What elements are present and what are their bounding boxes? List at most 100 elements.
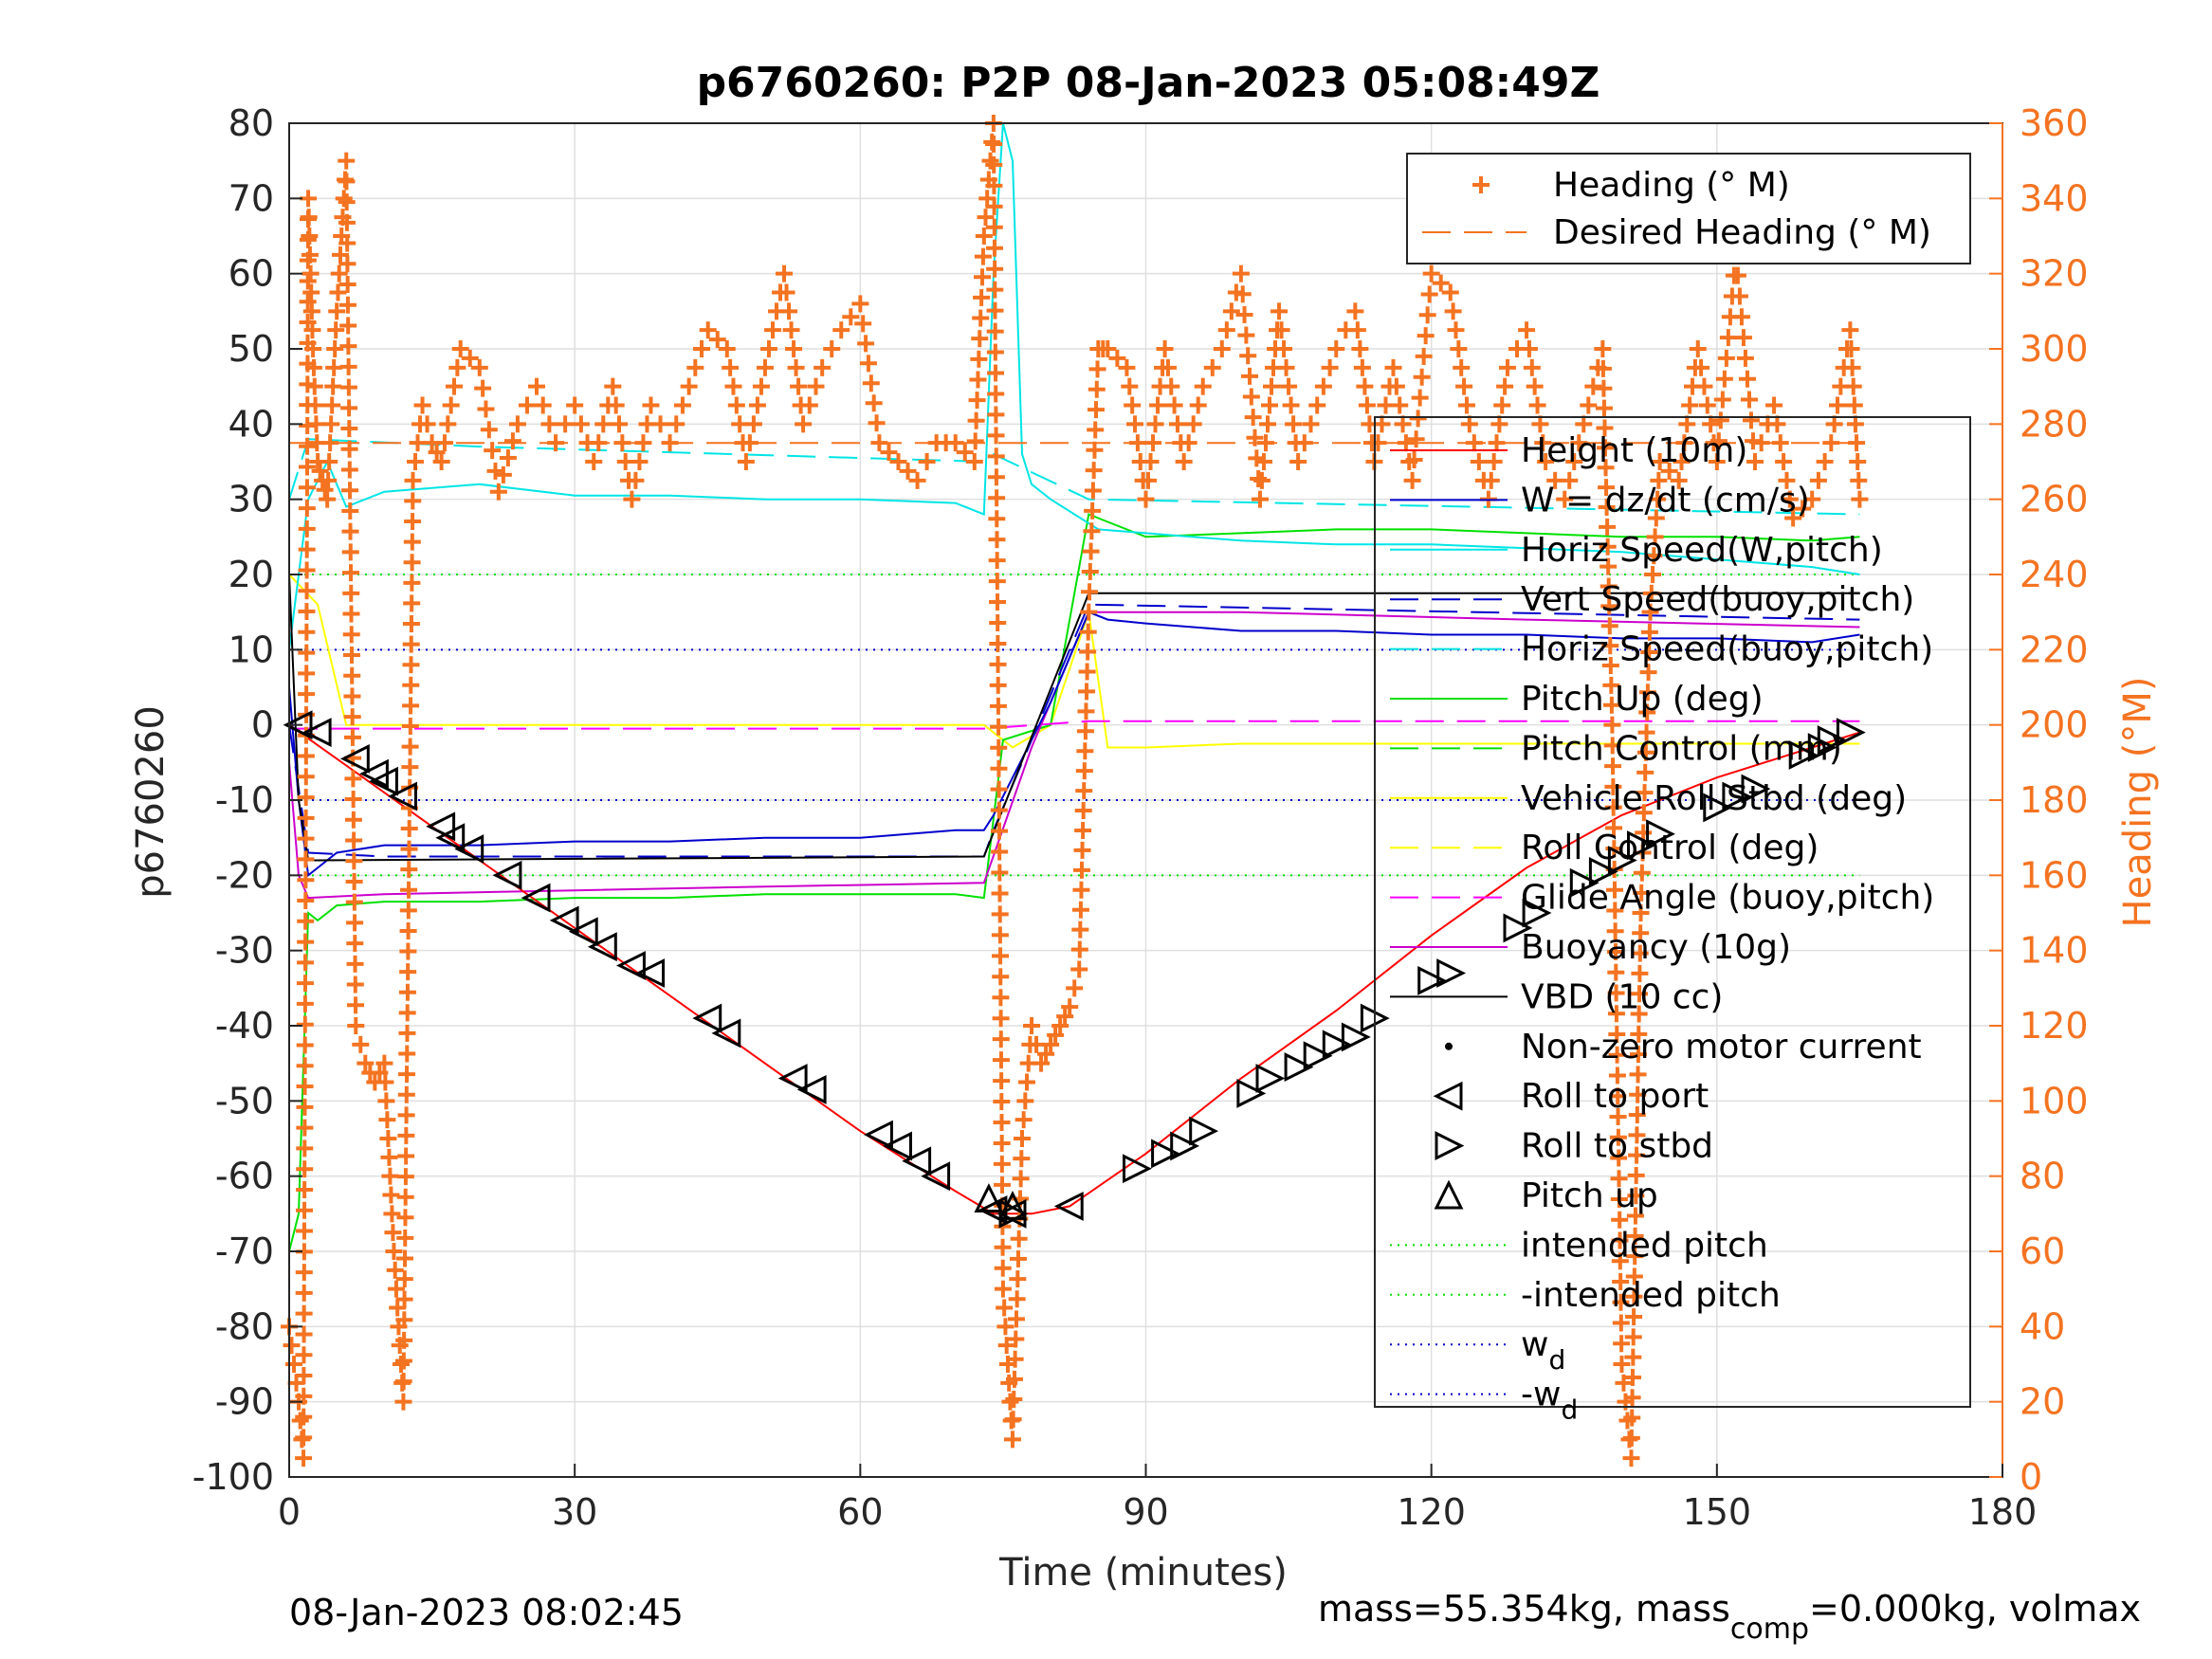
- heading-point: [1845, 396, 1863, 414]
- heading-point: [1768, 415, 1786, 433]
- heading-point: [1575, 415, 1593, 433]
- legend-label-2: Horiz Speed(W,pitch): [1521, 531, 1883, 570]
- y-tick-label: -60: [215, 1156, 274, 1197]
- heading-point: [1601, 657, 1619, 675]
- heading-point: [402, 615, 420, 633]
- heading-point: [295, 1304, 313, 1322]
- heading-point: [1610, 1149, 1628, 1167]
- x-tick-label: 150: [1683, 1491, 1752, 1533]
- heading-point: [990, 759, 1008, 777]
- heading-point: [994, 1238, 1012, 1256]
- x-tick-label: 90: [1123, 1491, 1168, 1533]
- heading-point: [1846, 415, 1864, 433]
- heading-point: [1635, 824, 1653, 842]
- heading-point: [1605, 819, 1623, 837]
- heading-point: [297, 871, 315, 889]
- heading-point: [298, 665, 316, 683]
- heading-point: [1611, 1231, 1629, 1249]
- heading-point: [1261, 396, 1279, 414]
- heading-point: [1734, 329, 1752, 347]
- roll-to-port-marker: [796, 1074, 827, 1104]
- heading-point: [1809, 471, 1827, 489]
- y-right-tick-label: 240: [2020, 554, 2089, 595]
- heading-point: [1781, 490, 1799, 508]
- heading-point: [1778, 471, 1796, 489]
- heading-point: [956, 444, 974, 462]
- roll-to-port-marker: [549, 905, 579, 936]
- heading-point: [992, 989, 1010, 1007]
- roll-to-stbd-marker: [1788, 739, 1819, 770]
- heading-point: [340, 440, 358, 458]
- heading-point: [1415, 347, 1433, 365]
- heading-point: [1645, 547, 1663, 565]
- heading-point: [1728, 266, 1746, 284]
- heading-point: [295, 1449, 313, 1468]
- heading-point: [323, 396, 341, 414]
- heading-point: [298, 500, 316, 518]
- heading-point: [380, 1148, 398, 1166]
- heading-point: [1794, 500, 1812, 518]
- x-tick-label: 60: [837, 1491, 883, 1533]
- marker-layer: [283, 710, 1866, 1229]
- heading-point: [1422, 264, 1440, 283]
- legend-top-box: [1406, 153, 1971, 264]
- heading-point: [1670, 471, 1688, 489]
- heading-point: [1384, 358, 1402, 376]
- heading-point: [1387, 377, 1405, 395]
- heading-point: [398, 1004, 416, 1022]
- heading-point: [316, 481, 334, 499]
- heading-point: [1460, 415, 1478, 433]
- roll-to-port-marker: [568, 917, 598, 947]
- heading-point: [1071, 901, 1089, 919]
- heading-point: [1252, 471, 1271, 489]
- legend-label-1: W = dz/dt (cm/s): [1521, 481, 1810, 520]
- heading-point: [311, 462, 329, 480]
- heading-point: [343, 687, 361, 705]
- heading-point: [992, 1010, 1010, 1028]
- heading-point: [1702, 415, 1720, 433]
- heading-point: [1184, 415, 1202, 433]
- heading-point: [340, 461, 358, 479]
- heading-point: [297, 768, 315, 786]
- heading-point: [780, 302, 798, 320]
- heading-point: [295, 1325, 313, 1343]
- heading-point: [397, 1106, 415, 1124]
- heading-point: [1600, 597, 1618, 615]
- heading-point: [1561, 471, 1579, 489]
- heading-point: [1534, 434, 1552, 452]
- heading-point: [1608, 1066, 1626, 1085]
- heading-point: [1037, 1045, 1055, 1063]
- heading-point: [396, 1188, 414, 1206]
- heading-point: [1012, 1170, 1030, 1188]
- heading-point: [486, 462, 504, 480]
- heading-point: [1450, 340, 1468, 357]
- heading-point: [403, 574, 421, 592]
- roll-to-stbd-marker: [1569, 867, 1600, 898]
- roll-to-port-marker: [587, 932, 617, 962]
- heading-point: [1256, 434, 1274, 452]
- y-right-tick-label: 180: [2020, 779, 2089, 821]
- y-right-tick-label: 220: [2020, 629, 2089, 670]
- heading-point: [345, 831, 363, 849]
- heading-point: [1009, 1270, 1027, 1288]
- roll-to-port-marker: [711, 1018, 741, 1048]
- y-tick-label: 50: [229, 328, 274, 370]
- heading-point: [987, 427, 1005, 445]
- heading-point: [1594, 340, 1612, 357]
- heading-point: [307, 415, 325, 433]
- heading-point: [1611, 1252, 1629, 1270]
- heading-point: [347, 996, 365, 1014]
- heading-point: [1692, 358, 1710, 376]
- heading-point: [1078, 663, 1096, 681]
- heading-point: [346, 975, 364, 994]
- heading-point: [1203, 358, 1221, 376]
- heading-point: [1121, 377, 1139, 395]
- roll-to-stbd-marker: [1189, 1116, 1219, 1146]
- pitch-up-marker: [997, 1191, 1028, 1220]
- heading-point: [398, 1045, 416, 1063]
- pitch-up-marker: [974, 1183, 1004, 1212]
- y-tick-label: 10: [229, 629, 274, 670]
- heading-point: [985, 218, 1003, 236]
- heading-point: [397, 1085, 415, 1103]
- heading-point: [1606, 942, 1624, 960]
